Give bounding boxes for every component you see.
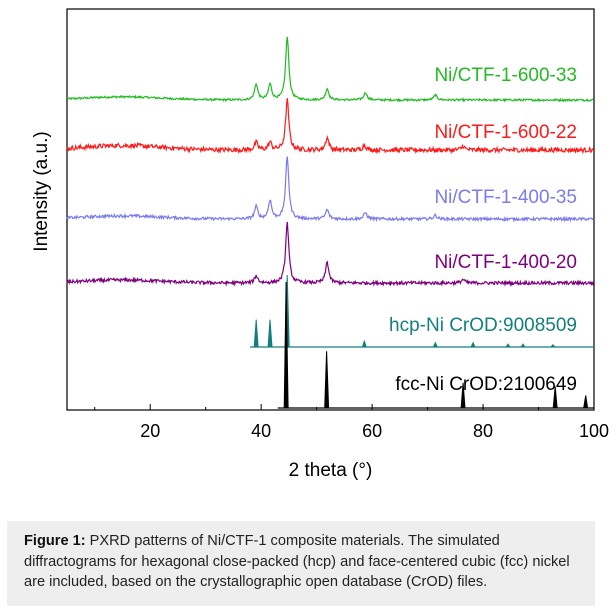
- series-6-peak-2: [324, 351, 330, 409]
- caption-text: PXRD patterns of Ni/CTF-1 composite mate…: [24, 533, 570, 590]
- series-5-peak-8: [520, 343, 526, 348]
- series-6-label: fcc-Ni CrOD:2100649: [395, 374, 577, 395]
- series-1-trace: [66, 36, 595, 103]
- series-5-peak-7: [505, 343, 511, 348]
- series-6-peak-3: [460, 382, 466, 409]
- x-axis-title: 2 theta (°): [289, 460, 373, 481]
- series-2-trace: [66, 98, 595, 155]
- series-5-peak-9: [549, 344, 557, 348]
- x-tick-label-2: 40: [251, 421, 271, 441]
- y-axis-title: Intensity (a.u.): [31, 131, 52, 251]
- series-5-peak-5: [432, 341, 439, 348]
- series-5-peak-1: [253, 319, 259, 348]
- series-6-peak-4: [552, 386, 558, 409]
- plot-frame: [66, 8, 595, 411]
- caption-label: Figure 1:: [24, 533, 86, 549]
- x-tick-label-5: 100: [579, 421, 609, 441]
- series-2-label: Ni/CTF-1-600-22: [434, 122, 577, 143]
- series-4-label: Ni/CTF-1-400-20: [434, 252, 577, 273]
- series-4-trace: [66, 221, 595, 287]
- x-tick-label-3: 60: [362, 421, 382, 441]
- series-6-peak-5: [583, 395, 589, 409]
- series-6-peak-1: [283, 281, 289, 409]
- pxrd-chart: Ni/CTF-1-600-33 Ni/CTF-1-600-22 Ni/CTF-1-4…: [31, 8, 609, 481]
- series-3-trace: [66, 156, 595, 223]
- x-tick-label-1: 20: [140, 421, 160, 441]
- figure-caption: Figure 1: PXRD patterns of Ni/CTF-1 comp…: [7, 521, 595, 606]
- series-5-peak-4: [361, 339, 368, 348]
- series-5-peak-2: [267, 319, 273, 348]
- series-3-label: Ni/CTF-1-400-35: [434, 187, 577, 208]
- series-5-peak-6: [470, 341, 476, 348]
- series-5-label: hcp-Ni CrOD:9008509: [389, 315, 577, 336]
- x-tick-label-4: 80: [473, 421, 493, 441]
- series-1-label: Ni/CTF-1-600-33: [434, 65, 577, 86]
